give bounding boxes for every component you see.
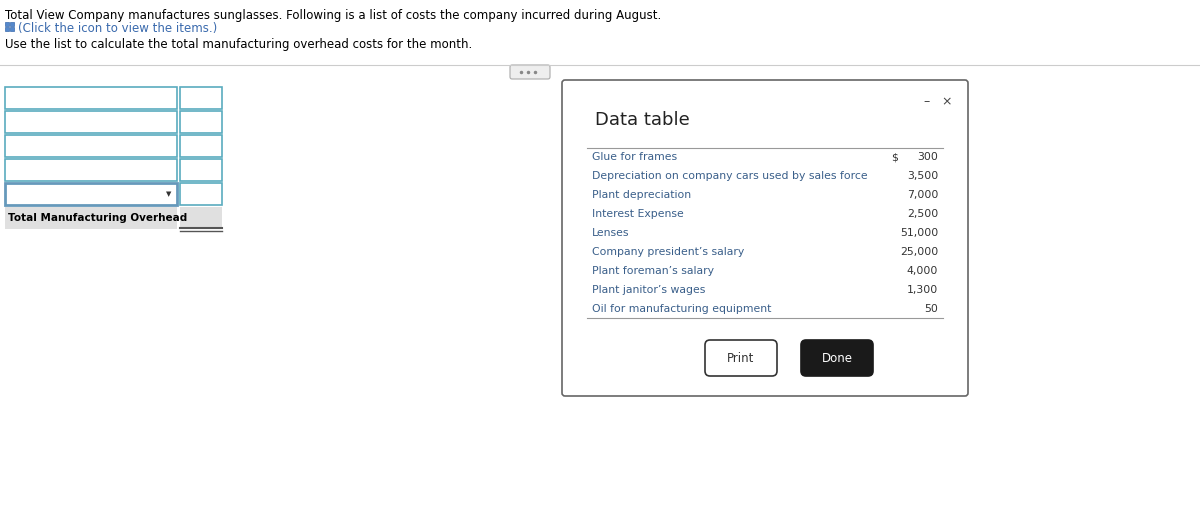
FancyBboxPatch shape bbox=[802, 340, 874, 376]
Text: 1,300: 1,300 bbox=[907, 284, 938, 294]
Text: 300: 300 bbox=[917, 152, 938, 162]
Bar bbox=[5, 183, 178, 205]
Text: Total View Company manufactures sunglasses. Following is a list of costs the com: Total View Company manufactures sunglass… bbox=[5, 9, 661, 22]
Text: Total Manufacturing Overhead: Total Manufacturing Overhead bbox=[8, 213, 187, 223]
Bar bbox=[180, 87, 222, 109]
Text: Oil for manufacturing equipment: Oil for manufacturing equipment bbox=[592, 304, 772, 314]
Bar bbox=[10, 22, 14, 26]
Text: Interest Expense: Interest Expense bbox=[592, 209, 684, 219]
Text: ×: × bbox=[942, 95, 953, 108]
Bar bbox=[5, 22, 10, 26]
FancyBboxPatch shape bbox=[510, 65, 550, 79]
Text: Done: Done bbox=[822, 351, 852, 364]
Bar bbox=[180, 207, 222, 229]
Text: (Click the icon to view the items.): (Click the icon to view the items.) bbox=[18, 22, 217, 35]
Bar bbox=[180, 183, 222, 205]
Text: 7,000: 7,000 bbox=[907, 190, 938, 200]
Text: Plant depreciation: Plant depreciation bbox=[592, 190, 691, 200]
Bar bbox=[5, 159, 178, 181]
FancyBboxPatch shape bbox=[562, 80, 968, 396]
Text: 51,000: 51,000 bbox=[900, 228, 938, 238]
Text: Plant foreman’s salary: Plant foreman’s salary bbox=[592, 266, 714, 276]
Bar bbox=[5, 135, 178, 157]
Bar bbox=[180, 159, 222, 181]
Text: Lenses: Lenses bbox=[592, 228, 630, 238]
Text: Plant janitor’s wages: Plant janitor’s wages bbox=[592, 284, 706, 294]
Text: 3,500: 3,500 bbox=[907, 171, 938, 181]
Text: 2,500: 2,500 bbox=[907, 209, 938, 219]
Bar bbox=[5, 111, 178, 133]
Text: Company president’s salary: Company president’s salary bbox=[592, 247, 744, 257]
Bar bbox=[10, 27, 14, 31]
FancyBboxPatch shape bbox=[706, 340, 778, 376]
Text: Print: Print bbox=[727, 351, 755, 364]
Text: 25,000: 25,000 bbox=[900, 247, 938, 257]
Text: Use the list to calculate the total manufacturing overhead costs for the month.: Use the list to calculate the total manu… bbox=[5, 38, 473, 51]
Bar bbox=[180, 111, 222, 133]
Text: $: $ bbox=[890, 152, 898, 162]
Bar bbox=[5, 87, 178, 109]
Text: Data table: Data table bbox=[595, 111, 690, 129]
Text: 50: 50 bbox=[924, 304, 938, 314]
Bar bbox=[5, 207, 178, 229]
Text: ▼: ▼ bbox=[167, 191, 172, 197]
Text: Glue for frames: Glue for frames bbox=[592, 152, 677, 162]
Text: –: – bbox=[924, 95, 930, 108]
Bar bbox=[180, 135, 222, 157]
Text: Depreciation on company cars used by sales force: Depreciation on company cars used by sal… bbox=[592, 171, 868, 181]
Text: 4,000: 4,000 bbox=[907, 266, 938, 276]
Bar bbox=[5, 27, 10, 31]
